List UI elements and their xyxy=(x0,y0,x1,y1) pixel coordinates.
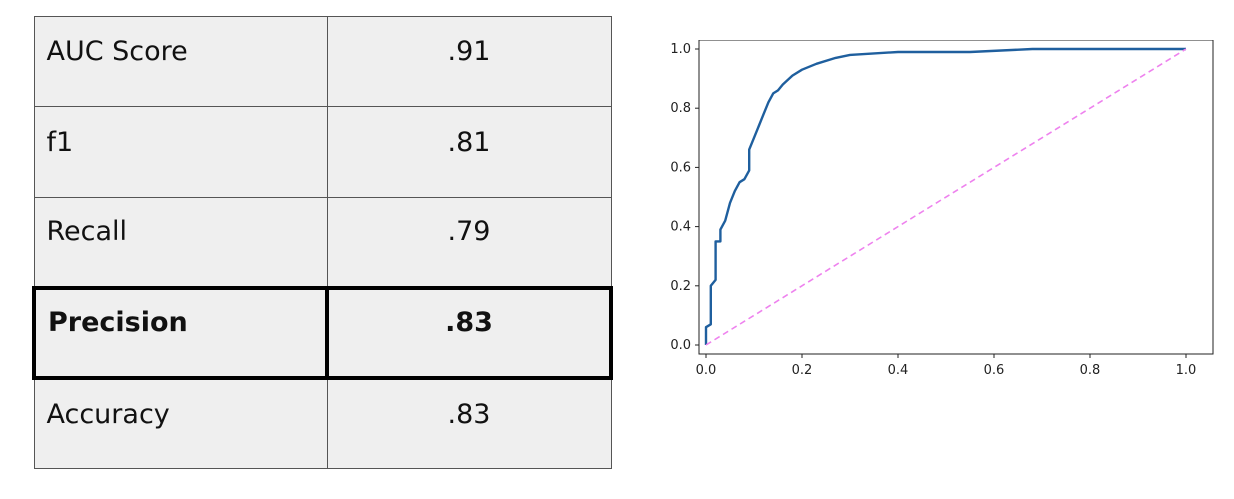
metric-value: .83 xyxy=(445,307,493,339)
metric-value-cell: .91 xyxy=(326,15,612,108)
metric-row: Accuracy .83 xyxy=(33,377,612,470)
metric-name-cell: Accuracy xyxy=(33,377,328,470)
metric-name: Accuracy xyxy=(46,398,170,430)
metric-value: .91 xyxy=(447,36,491,68)
metric-value: .81 xyxy=(447,126,491,158)
x-tick-label: 0.4 xyxy=(888,363,909,378)
metric-value-cell: .81 xyxy=(326,106,612,198)
metric-name: Precision xyxy=(48,307,188,339)
x-tick-label: 1.0 xyxy=(1176,363,1197,378)
metric-value: .79 xyxy=(447,216,491,248)
metric-name: f1 xyxy=(46,126,74,158)
metric-value-cell: .83 xyxy=(326,377,612,470)
roc-chart: 0.0 0.2 0.4 0.6 0.8 1.0 0.0 0.2 0.4 0.6 0.8 1.0 xyxy=(670,40,1214,378)
y-tick-label: 0.6 xyxy=(670,160,691,175)
y-tick-label: 0.2 xyxy=(670,279,691,294)
roc-curve-line xyxy=(704,47,1186,345)
y-tick-label: 1.0 xyxy=(670,42,691,57)
metric-name-cell: f1 xyxy=(33,106,328,198)
x-tick-label: 0.6 xyxy=(984,363,1005,378)
y-tick-label: 0.4 xyxy=(670,220,691,235)
metric-value-cell: .79 xyxy=(326,196,612,289)
plot-frame xyxy=(698,40,1214,355)
x-tick-label: 0.2 xyxy=(792,363,813,378)
y-tick-label: 0.0 xyxy=(670,338,691,353)
metric-name-cell: Recall xyxy=(33,196,328,289)
metric-value: .83 xyxy=(447,398,491,430)
random-baseline-line xyxy=(705,48,1187,346)
x-tick-label: 0.8 xyxy=(1080,363,1101,378)
metric-row: AUC Score .91 xyxy=(33,15,612,108)
metric-row: Precision .83 xyxy=(32,285,613,381)
y-tick-label: 0.8 xyxy=(670,101,691,116)
metric-value-cell: .83 xyxy=(325,285,613,381)
metric-name: AUC Score xyxy=(46,36,188,68)
metric-name-cell: Precision xyxy=(32,285,329,381)
x-tick-label: 0.0 xyxy=(696,363,717,378)
metric-row: Recall .79 xyxy=(33,196,612,289)
metric-name: Recall xyxy=(46,216,128,248)
metric-row: f1 .81 xyxy=(33,106,612,198)
metrics-table: AUC Score .91 f1.81 Recall .79 Precision .83 Ac… xyxy=(32,15,613,470)
metric-name-cell: AUC Score xyxy=(33,15,328,108)
